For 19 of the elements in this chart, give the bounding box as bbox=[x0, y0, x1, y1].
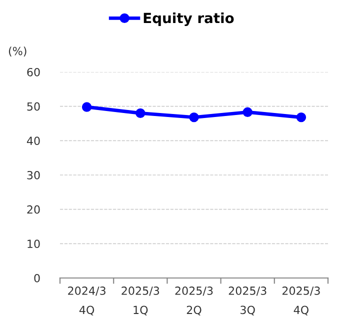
point bbox=[189, 112, 199, 122]
point bbox=[242, 107, 252, 118]
point bbox=[82, 102, 92, 112]
y-tick-label: 40 bbox=[26, 136, 40, 146]
y-tick-label: 60 bbox=[27, 68, 40, 76]
x-tick-label: 2025/3 4Q bbox=[282, 286, 320, 316]
y-tick-label: 20 bbox=[27, 205, 40, 214]
x-tick-label: 2024/3 4Q bbox=[68, 286, 106, 316]
y-tick-label: 30 bbox=[27, 170, 40, 180]
y-axis-title: (%) bbox=[8, 46, 26, 57]
point bbox=[296, 112, 306, 122]
x-tick-label: 2025/3 2Q bbox=[175, 286, 213, 316]
point bbox=[136, 108, 146, 118]
legend-label: Equity ratio bbox=[144, 12, 234, 26]
x-tick-label: 2025/3 1Q bbox=[122, 286, 160, 316]
x-tick-label: 2025/3 3Q bbox=[228, 286, 266, 316]
y-tick-label: 10 bbox=[28, 240, 40, 248]
y-tick-label: 50 bbox=[27, 102, 40, 111]
y-tick-label: 0 bbox=[34, 274, 40, 282]
